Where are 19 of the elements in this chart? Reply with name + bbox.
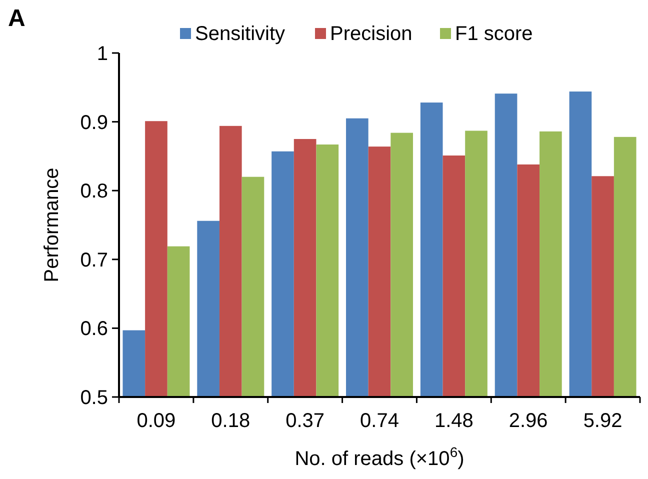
x-tick-label: 0.18: [211, 410, 250, 432]
x-tick-label: 0.37: [286, 410, 325, 432]
x-tick-label: 1.48: [434, 410, 474, 432]
y-axis-title: Performance: [41, 168, 63, 282]
x-axis-title: No. of reads (×10$^{6}$): [294, 444, 464, 470]
x-tick-label: 0.09: [136, 410, 176, 432]
y-tick-label: 0.8: [80, 180, 108, 203]
y-tick-label: 0.6: [80, 318, 108, 340]
x-tick-label: 0.74: [360, 410, 399, 432]
text: A: [8, 5, 26, 32]
legend-label: Precision: [330, 23, 412, 45]
x-tick-label: 5.92: [583, 410, 622, 432]
x-tick-label: 2.96: [508, 410, 548, 432]
y-tick-label: 1: [96, 43, 108, 65]
legend-label: F1 score: [455, 23, 533, 45]
y-tick-label: 0.7: [80, 249, 108, 272]
legend-label: Sensitivity: [195, 23, 286, 45]
y-tick-label: 0.5: [80, 387, 108, 409]
y-tick-label: 0.9: [80, 112, 108, 134]
